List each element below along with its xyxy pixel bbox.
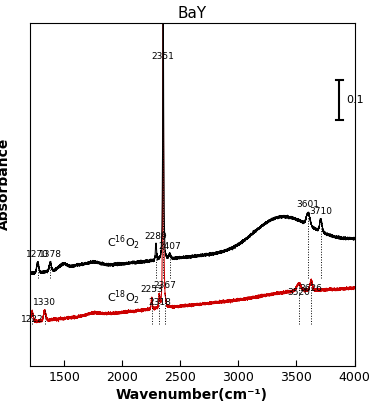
- Title: BaY: BaY: [177, 6, 207, 20]
- Text: 1330: 1330: [33, 298, 56, 307]
- Text: 3520: 3520: [287, 288, 310, 297]
- Text: $\mathrm{C^{16}O_2}$: $\mathrm{C^{16}O_2}$: [108, 234, 141, 253]
- Text: 2318: 2318: [148, 298, 171, 307]
- Text: 0.1: 0.1: [346, 95, 364, 105]
- Text: 1270: 1270: [26, 251, 49, 259]
- Text: 3601: 3601: [297, 200, 320, 209]
- Text: 2367: 2367: [153, 281, 176, 290]
- Text: 2253: 2253: [140, 285, 163, 294]
- Text: 2407: 2407: [158, 242, 181, 251]
- Text: $\mathrm{C^{18}O_2}$: $\mathrm{C^{18}O_2}$: [108, 288, 141, 307]
- Text: 1222: 1222: [21, 315, 44, 324]
- Text: 2289: 2289: [145, 232, 167, 241]
- Text: 3710: 3710: [309, 206, 332, 216]
- Text: Absorbance: Absorbance: [0, 137, 11, 230]
- X-axis label: Wavenumber(cm⁻¹): Wavenumber(cm⁻¹): [116, 388, 268, 402]
- Text: 1378: 1378: [39, 250, 62, 259]
- Text: 2351: 2351: [152, 53, 174, 62]
- Text: 3626: 3626: [300, 284, 323, 293]
